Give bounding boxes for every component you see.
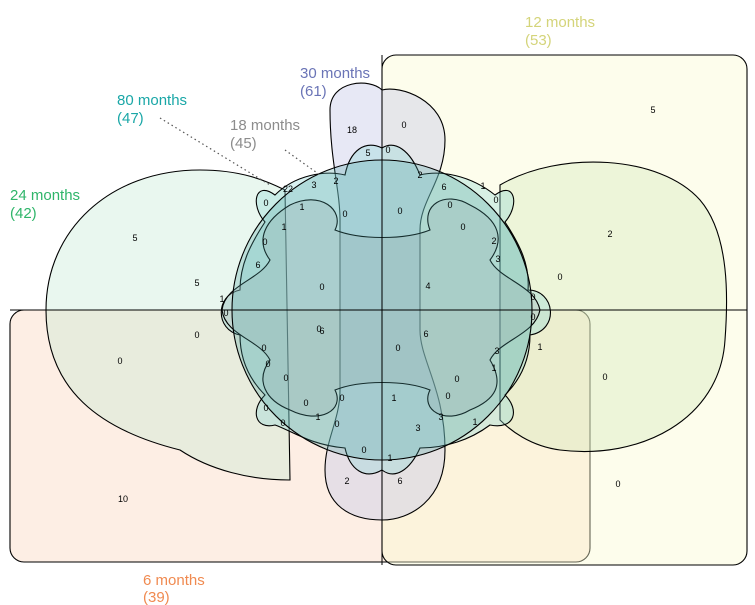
region-count-label: 1: [387, 453, 392, 463]
region-count-label: 22: [283, 184, 293, 194]
region-count-label: 10: [118, 494, 128, 504]
region-count-label: 6: [319, 326, 324, 336]
set-24-months-shape: [45, 169, 291, 481]
region-count-label: 0: [263, 198, 268, 208]
region-count-label: 0: [339, 393, 344, 403]
region-count-label: 3: [438, 412, 443, 422]
label-80-months: 80 months: [117, 92, 187, 109]
region-count-label: 3: [495, 254, 500, 264]
label-80-months-count: (47): [117, 110, 144, 127]
leader-line-80: [159, 117, 271, 186]
region-count-label: 0: [454, 374, 459, 384]
region-count-label: 18: [347, 125, 357, 135]
region-count-label: 0: [265, 359, 270, 369]
label-12-months: 12 months: [525, 14, 595, 31]
region-count-label: 6: [423, 329, 428, 339]
region-count-label: 0: [280, 418, 285, 428]
label-24-months: 24 months: [10, 187, 80, 204]
region-count-label: 1: [491, 363, 496, 373]
region-count-label: 0: [397, 206, 402, 216]
region-count-label: 0: [261, 343, 266, 353]
region-count-label: 0: [262, 237, 267, 247]
region-count-label: 0: [615, 479, 620, 489]
region-count-label: 5: [132, 233, 137, 243]
region-count-label: 0: [445, 391, 450, 401]
region-count-label: 6: [255, 260, 260, 270]
region-count-label: 0: [342, 209, 347, 219]
leader-line-18: [284, 149, 321, 176]
region-count-label: 0: [303, 398, 308, 408]
region-count-label: 0: [460, 222, 465, 232]
region-count-label: 0: [194, 330, 199, 340]
region-count-label: 2: [417, 170, 422, 180]
set-30-months-shape: [324, 82, 446, 521]
region-count-label: 0: [447, 200, 452, 210]
region-count-label: 0: [493, 195, 498, 205]
region-count-label: 0: [530, 292, 535, 302]
region-count-label: 2: [344, 476, 349, 486]
region-count-label: 5: [365, 148, 370, 158]
region-count-label: 0: [319, 282, 324, 292]
region-count-label: 2: [333, 176, 338, 186]
region-count-label: 6: [441, 182, 446, 192]
region-count-label: 1: [219, 294, 224, 304]
region-count-label: 5: [650, 105, 655, 115]
region-count-label: 0: [263, 403, 268, 413]
set-12-months-blob: [499, 161, 728, 452]
region-count-label: 0: [557, 272, 562, 282]
region-count-label: 3: [415, 423, 420, 433]
region-count-label: 1: [299, 202, 304, 212]
region-count-label: 4: [425, 281, 430, 291]
region-count-label: 2: [491, 236, 496, 246]
region-count-label: 0: [385, 145, 390, 155]
region-count-label: 2: [607, 229, 612, 239]
region-count-label: 1: [480, 181, 485, 191]
region-count-label: 1: [281, 222, 286, 232]
label-24-months-count: (42): [10, 205, 37, 222]
region-count-label: 5: [194, 278, 199, 288]
region-count-label: 0: [334, 419, 339, 429]
label-12-months-count: (53): [525, 32, 552, 49]
region-count-label: 0: [117, 356, 122, 366]
region-count-label: 0: [401, 120, 406, 130]
region-count-label: 1: [315, 412, 320, 422]
region-count-label: 0: [223, 308, 228, 318]
region-count-label: 0: [283, 373, 288, 383]
region-count-label: 6: [397, 476, 402, 486]
region-count-label: 3: [311, 180, 316, 190]
label-30-months: 30 months: [300, 65, 370, 82]
region-count-label: 0: [361, 445, 366, 455]
region-count-label: 3: [494, 346, 499, 356]
region-count-label: 0: [602, 372, 607, 382]
label-30-months-count: (61): [300, 83, 327, 100]
label-6-months: 6 months: [143, 572, 205, 589]
region-count-label: 0: [316, 324, 321, 334]
label-18-months: 18 months: [230, 117, 300, 134]
region-count-label: 0: [395, 343, 400, 353]
region-count-label: 1: [472, 417, 477, 427]
label-18-months-count: (45): [230, 135, 257, 152]
region-count-label: 1: [391, 393, 396, 403]
region-count-label: 1: [537, 342, 542, 352]
region-count-label: 0: [530, 312, 535, 322]
label-6-months-count: (39): [143, 589, 170, 605]
